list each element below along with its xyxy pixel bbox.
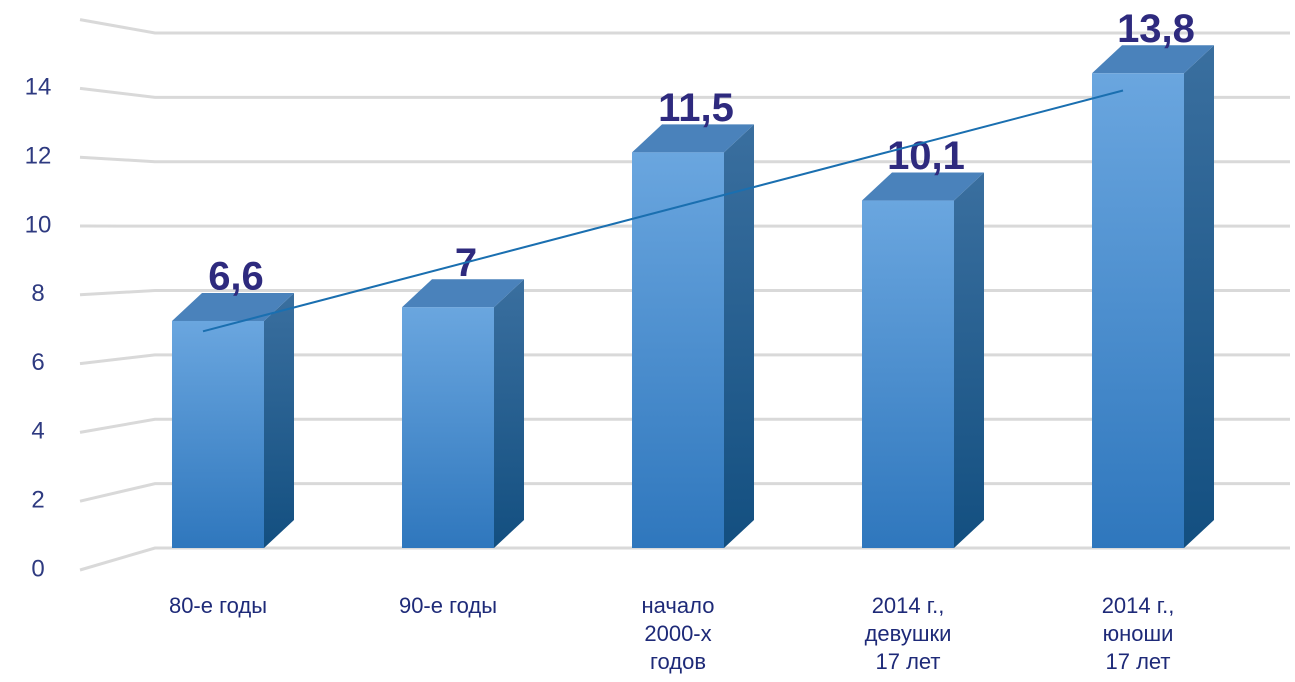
bar-top <box>632 124 754 153</box>
bar <box>402 307 494 548</box>
trendline <box>202 89 1124 333</box>
data-label: 6,6 <box>208 255 264 299</box>
y-tick-label: 0 <box>31 555 44 582</box>
data-label: 11,5 <box>658 86 734 130</box>
bar-side <box>724 124 754 549</box>
x-tick-label: 2014 г., девушки 17 лет <box>864 593 952 674</box>
bar-top <box>1092 45 1214 74</box>
y-tick-label: 2 <box>31 487 44 514</box>
grid-line <box>79 18 1290 35</box>
bar-top <box>402 279 524 308</box>
grid-line <box>79 86 1290 99</box>
bar-side <box>954 172 984 548</box>
bar-side <box>494 279 524 548</box>
x-tick-label: начало 2000-х годов <box>641 593 715 674</box>
bar-side <box>1184 45 1214 548</box>
y-tick-label: 6 <box>31 349 44 376</box>
x-tick-label: 2014 г., юноши 17 лет <box>1101 593 1175 674</box>
bar-top <box>862 172 984 201</box>
y-tick-label: 8 <box>31 280 44 307</box>
bar-top <box>172 292 294 321</box>
y-tick-label: 10 <box>25 211 52 238</box>
bar <box>862 200 954 548</box>
y-tick-label: 14 <box>25 74 52 101</box>
data-label: 10,1 <box>887 134 965 178</box>
bar <box>632 152 724 548</box>
data-label: 13,8 <box>1117 7 1195 51</box>
y-tick-label: 4 <box>31 418 44 445</box>
x-tick-label: 90-е годы <box>398 593 498 618</box>
grid-line <box>79 546 1290 572</box>
x-tick-label: 80-е годы <box>168 593 268 618</box>
y-tick-label: 12 <box>25 143 52 170</box>
bar-side <box>264 292 294 548</box>
bar <box>1092 73 1184 548</box>
bar <box>172 320 264 548</box>
grid-line <box>79 155 1290 164</box>
